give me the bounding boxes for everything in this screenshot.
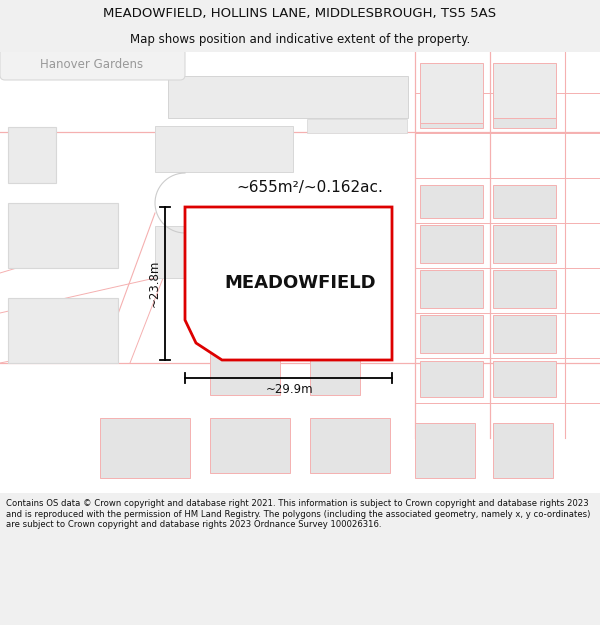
Bar — [210, 418, 290, 473]
Bar — [420, 100, 483, 128]
Bar — [8, 298, 118, 363]
Bar — [493, 63, 556, 118]
Bar — [493, 225, 556, 263]
Text: ~23.8m: ~23.8m — [148, 259, 161, 307]
Bar — [307, 119, 407, 133]
Bar — [493, 270, 556, 308]
Bar — [310, 353, 360, 395]
Polygon shape — [185, 207, 392, 360]
Bar — [415, 423, 475, 478]
Bar — [100, 418, 190, 478]
Bar — [310, 418, 390, 473]
Bar — [8, 127, 56, 183]
Text: ~655m²/~0.162ac.: ~655m²/~0.162ac. — [236, 180, 383, 195]
Bar — [155, 126, 293, 172]
Bar — [420, 270, 483, 308]
Bar — [493, 185, 556, 218]
Bar — [155, 226, 293, 278]
Bar — [493, 361, 556, 397]
Bar — [420, 361, 483, 397]
Bar — [420, 185, 483, 218]
Text: Contains OS data © Crown copyright and database right 2021. This information is : Contains OS data © Crown copyright and d… — [6, 499, 590, 529]
Text: MEADOWFIELD: MEADOWFIELD — [224, 274, 376, 292]
Text: MEADOWFIELD, HOLLINS LANE, MIDDLESBROUGH, TS5 5AS: MEADOWFIELD, HOLLINS LANE, MIDDLESBROUGH… — [103, 6, 497, 19]
Bar — [420, 225, 483, 263]
Bar — [8, 203, 118, 268]
Bar — [493, 423, 553, 478]
Text: Map shows position and indicative extent of the property.: Map shows position and indicative extent… — [130, 32, 470, 46]
Bar — [168, 76, 408, 118]
Bar — [420, 315, 483, 353]
Bar — [493, 315, 556, 353]
Bar — [210, 350, 280, 395]
Text: Hanover Gardens: Hanover Gardens — [40, 58, 143, 71]
FancyBboxPatch shape — [0, 48, 185, 80]
Bar — [215, 220, 320, 325]
Text: ~29.9m: ~29.9m — [266, 383, 314, 396]
Bar — [493, 100, 556, 128]
Bar — [420, 63, 483, 123]
